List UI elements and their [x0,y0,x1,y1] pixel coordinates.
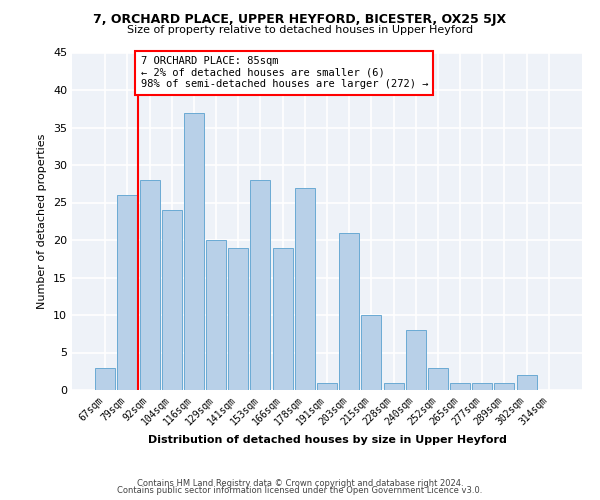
Bar [406,330,426,390]
Text: 7 ORCHARD PLACE: 85sqm
← 2% of detached houses are smaller (6)
98% of semi-detac: 7 ORCHARD PLACE: 85sqm ← 2% of detached … [140,56,428,90]
Bar [95,368,115,390]
Bar [494,382,514,390]
Y-axis label: Number of detached properties: Number of detached properties [37,134,47,309]
Bar [472,382,492,390]
Bar [339,232,359,390]
Bar [228,248,248,390]
Bar [140,180,160,390]
Text: Contains HM Land Registry data © Crown copyright and database right 2024.: Contains HM Land Registry data © Crown c… [137,478,463,488]
Bar [162,210,182,390]
Bar [250,180,271,390]
Text: 7, ORCHARD PLACE, UPPER HEYFORD, BICESTER, OX25 5JX: 7, ORCHARD PLACE, UPPER HEYFORD, BICESTE… [94,12,506,26]
Bar [517,375,536,390]
Bar [428,368,448,390]
Bar [383,382,404,390]
Bar [295,188,315,390]
Bar [450,382,470,390]
Bar [361,315,382,390]
Bar [206,240,226,390]
Bar [272,248,293,390]
Text: Size of property relative to detached houses in Upper Heyford: Size of property relative to detached ho… [127,25,473,35]
Bar [118,195,137,390]
Text: Contains public sector information licensed under the Open Government Licence v3: Contains public sector information licen… [118,486,482,495]
X-axis label: Distribution of detached houses by size in Upper Heyford: Distribution of detached houses by size … [148,435,506,445]
Bar [184,112,204,390]
Bar [317,382,337,390]
